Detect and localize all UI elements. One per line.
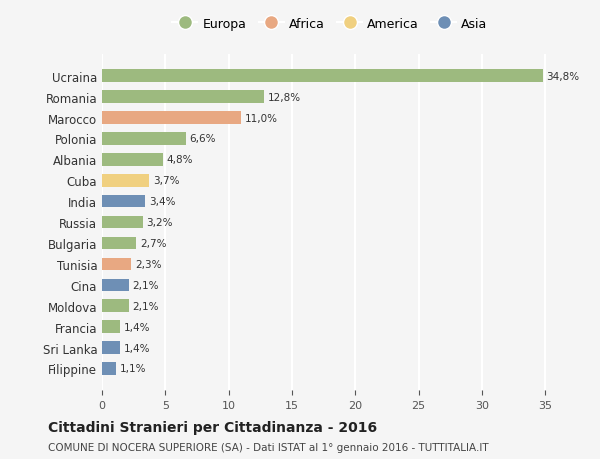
Text: COMUNE DI NOCERA SUPERIORE (SA) - Dati ISTAT al 1° gennaio 2016 - TUTTITALIA.IT: COMUNE DI NOCERA SUPERIORE (SA) - Dati I…: [48, 442, 488, 452]
Text: 2,7%: 2,7%: [140, 239, 167, 248]
Bar: [102, 174, 149, 187]
Text: 12,8%: 12,8%: [268, 92, 301, 102]
Bar: [102, 196, 145, 208]
Bar: [102, 70, 543, 83]
Bar: [102, 279, 128, 291]
Bar: [102, 91, 264, 104]
Text: 6,6%: 6,6%: [190, 134, 216, 144]
Bar: [102, 363, 116, 375]
Bar: [102, 300, 128, 312]
Bar: [102, 133, 185, 146]
Bar: [102, 112, 241, 124]
Text: 3,2%: 3,2%: [146, 218, 173, 228]
Text: 1,4%: 1,4%: [124, 343, 150, 353]
Text: Cittadini Stranieri per Cittadinanza - 2016: Cittadini Stranieri per Cittadinanza - 2…: [48, 420, 377, 435]
Bar: [102, 321, 120, 333]
Text: 3,7%: 3,7%: [152, 176, 179, 186]
Bar: [102, 216, 143, 229]
Text: 2,1%: 2,1%: [133, 280, 159, 290]
Bar: [102, 341, 120, 354]
Text: 4,8%: 4,8%: [167, 155, 193, 165]
Text: 34,8%: 34,8%: [547, 72, 580, 82]
Text: 1,1%: 1,1%: [120, 364, 146, 374]
Bar: [102, 237, 136, 250]
Bar: [102, 154, 163, 166]
Legend: Europa, Africa, America, Asia: Europa, Africa, America, Asia: [172, 18, 488, 31]
Text: 1,4%: 1,4%: [124, 322, 150, 332]
Text: 11,0%: 11,0%: [245, 113, 278, 123]
Text: 2,1%: 2,1%: [133, 301, 159, 311]
Text: 3,4%: 3,4%: [149, 197, 175, 207]
Bar: [102, 258, 131, 271]
Text: 2,3%: 2,3%: [135, 259, 161, 269]
